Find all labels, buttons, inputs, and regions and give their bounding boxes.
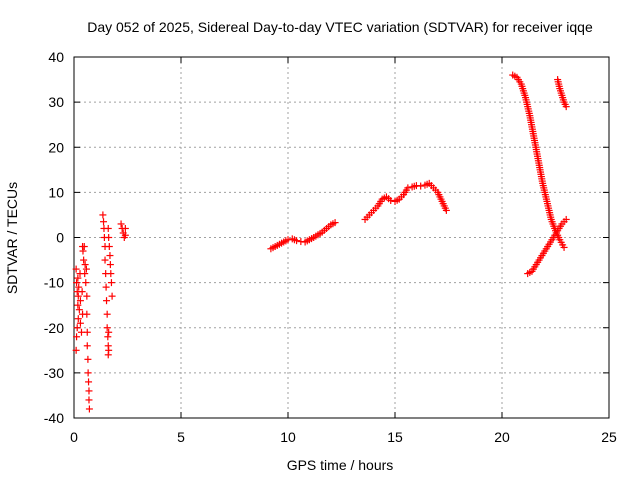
data-point <box>100 218 108 226</box>
data-point <box>117 220 125 228</box>
data-point <box>562 215 570 223</box>
data-point <box>121 224 129 232</box>
data-point <box>72 346 80 354</box>
data-point <box>102 283 110 291</box>
data-point <box>74 315 82 323</box>
x-tick-label: 0 <box>70 429 78 445</box>
series-prn-e <box>117 220 129 241</box>
data-point <box>76 319 84 327</box>
y-tick-label: -40 <box>44 410 64 426</box>
data-point <box>82 265 90 273</box>
data-point <box>73 333 81 341</box>
data-point <box>331 219 339 227</box>
grid-layer <box>74 57 609 418</box>
data-point <box>75 283 83 291</box>
data-point <box>84 369 92 377</box>
data-point <box>284 236 292 244</box>
data-point <box>107 279 115 287</box>
data-point <box>85 387 93 395</box>
y-tick-label: 10 <box>48 184 64 200</box>
data-point <box>99 211 107 219</box>
series-prn-j <box>554 76 570 111</box>
data-point <box>121 231 129 239</box>
data-point <box>85 405 93 413</box>
data-point <box>103 324 111 332</box>
data-point <box>560 243 568 251</box>
data-point <box>101 256 109 264</box>
data-point <box>73 279 81 287</box>
data-points <box>72 71 570 413</box>
x-axis-title: GPS time / hours <box>287 457 394 473</box>
data-point <box>76 297 84 305</box>
data-point <box>103 310 111 318</box>
data-point <box>105 234 113 241</box>
data-point <box>80 256 88 264</box>
data-point <box>104 333 112 341</box>
data-point <box>74 292 82 300</box>
data-point <box>78 288 86 296</box>
data-point <box>80 243 88 251</box>
data-point <box>83 328 91 336</box>
data-point <box>293 237 301 245</box>
chart-title: Day 052 of 2025, Sidereal Day-to-day VTE… <box>87 19 593 35</box>
y-tick-label: -10 <box>44 275 64 291</box>
data-point <box>105 243 113 251</box>
y-tick-label: 40 <box>48 49 64 65</box>
data-point <box>81 261 89 269</box>
series-prn-f <box>267 219 339 253</box>
data-point <box>75 306 83 314</box>
data-point <box>105 328 113 336</box>
data-point <box>417 182 425 190</box>
data-point <box>105 346 113 354</box>
series-prn-d <box>104 224 116 300</box>
series-prn-c <box>99 211 113 359</box>
data-point <box>85 396 93 404</box>
data-point <box>79 247 87 255</box>
data-point <box>85 378 93 386</box>
data-point <box>103 297 111 305</box>
data-point <box>387 196 395 204</box>
data-point <box>74 301 82 309</box>
y-tick-label: 0 <box>56 230 64 246</box>
x-tick-label: 20 <box>494 429 510 445</box>
y-tick-label: -30 <box>44 365 64 381</box>
data-point <box>81 270 89 278</box>
data-point <box>82 279 90 287</box>
tick-layer: 0 5 10 15 20 25 -40 -30 -20 -10 0 10 20 30 40 <box>44 49 617 445</box>
x-tick-label: 10 <box>280 429 296 445</box>
data-point <box>83 292 91 300</box>
y-tick-label: 30 <box>48 94 64 110</box>
data-point <box>106 252 114 260</box>
data-point <box>442 206 450 214</box>
y-tick-label: 20 <box>48 139 64 155</box>
data-point <box>74 274 82 282</box>
series-prn-i <box>524 215 570 278</box>
y-axis-title: SDTVAR / TECUs <box>4 182 20 294</box>
data-point <box>104 224 112 232</box>
data-point <box>108 292 116 300</box>
data-point <box>83 310 91 318</box>
x-tick-label: 5 <box>177 429 185 445</box>
data-point <box>106 261 114 269</box>
series-prn-a <box>72 265 87 354</box>
data-point <box>83 342 91 350</box>
data-point <box>562 103 570 111</box>
x-tick-label: 15 <box>387 429 403 445</box>
x-tick-label: 25 <box>601 429 617 445</box>
data-point <box>73 324 81 332</box>
series-prn-g <box>361 179 450 223</box>
data-point <box>404 184 412 192</box>
data-point <box>107 270 115 278</box>
series-prn-h <box>509 71 568 251</box>
data-point <box>84 355 92 363</box>
y-tick-label: -20 <box>44 320 64 336</box>
data-point <box>72 265 80 273</box>
series-prn-b <box>79 243 93 413</box>
